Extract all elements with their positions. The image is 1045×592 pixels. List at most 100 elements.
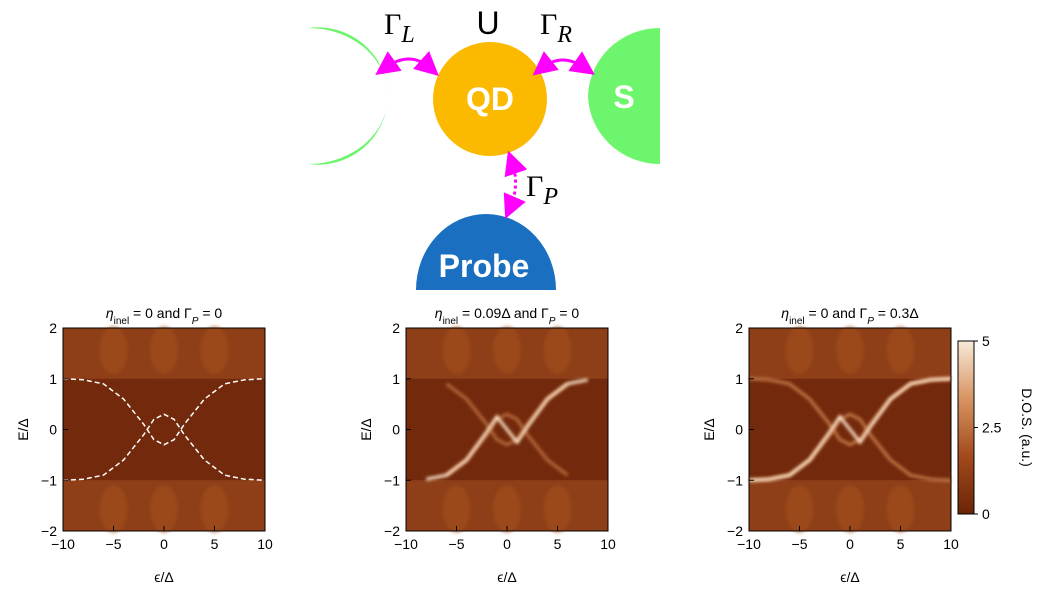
heatmap-texture xyxy=(886,485,915,533)
x-tick-label: −10 xyxy=(737,536,761,552)
subscript: R xyxy=(556,22,572,48)
y-tick-label: −1 xyxy=(384,472,400,488)
title-text: = 0 and Γ xyxy=(805,305,868,321)
heatmap-texture xyxy=(543,485,572,533)
lead-label: S xyxy=(329,79,350,115)
lead-label: S xyxy=(613,79,634,115)
x-tick-label: 10 xyxy=(943,536,959,552)
y-tick-label: 2 xyxy=(735,320,743,336)
colorbar xyxy=(957,340,975,515)
heatmap-texture xyxy=(150,485,178,533)
x-axis-label: ϵ/Δ xyxy=(497,569,516,585)
title-subscript: P xyxy=(192,316,199,327)
probe-lead xyxy=(416,214,556,290)
x-axis-label: ϵ/Δ xyxy=(154,569,173,585)
coupling-arrow xyxy=(375,51,439,77)
x-tick-label: −10 xyxy=(394,536,418,552)
title-subscript: inel xyxy=(789,316,805,327)
title-text: = 0 xyxy=(555,305,579,321)
x-tick-label: −5 xyxy=(106,536,122,552)
y-tick-label: −2 xyxy=(41,523,57,539)
colorbar-tick-label: 2.5 xyxy=(982,420,1002,436)
y-tick-label: 0 xyxy=(392,422,400,438)
heatmap-texture xyxy=(442,326,471,374)
symbol: Γ xyxy=(526,170,543,203)
symbol: Γ xyxy=(540,8,557,41)
x-tick-label: 5 xyxy=(211,536,219,552)
x-axis-label: ϵ/Δ xyxy=(840,569,859,585)
heatmap-texture xyxy=(442,485,471,533)
level-curve xyxy=(62,378,266,446)
symbol: Γ xyxy=(384,8,401,41)
y-axis-label: E/Δ xyxy=(358,418,374,441)
colorbar-tick-label: 0 xyxy=(982,506,990,522)
title-text: η xyxy=(781,305,789,321)
heatmap-texture xyxy=(836,326,864,374)
y-tick-label: 1 xyxy=(392,371,400,387)
title-subscript: P xyxy=(549,316,556,327)
heatmap-texture xyxy=(200,485,229,533)
probe-label: Probe xyxy=(439,248,530,284)
title-subscript: P xyxy=(867,316,874,327)
level-curve xyxy=(62,413,266,481)
x-tick-label: −5 xyxy=(792,536,808,552)
x-tick-label: 5 xyxy=(897,536,905,552)
coupling-arrow xyxy=(503,150,528,220)
heatmap-texture xyxy=(886,326,915,374)
x-tick-label: −10 xyxy=(51,536,75,552)
level-curve xyxy=(748,377,952,482)
heatmap-texture xyxy=(543,326,572,374)
heatmap-texture xyxy=(785,485,814,533)
title-subscript: inel xyxy=(443,316,459,327)
y-axis-label: E/Δ xyxy=(15,418,31,441)
x-tick-label: 5 xyxy=(554,536,562,552)
heatmap-texture xyxy=(785,326,814,374)
heatmap-texture xyxy=(836,485,864,533)
subscript: P xyxy=(542,184,558,210)
y-tick-label: 0 xyxy=(735,422,743,438)
subscript: L xyxy=(400,22,414,48)
y-tick-label: 2 xyxy=(392,320,400,336)
plot-title: ηinel = 0 and ΓP = 0.3Δ xyxy=(781,305,918,327)
x-tick-label: 10 xyxy=(600,536,616,552)
coupling-label: ΓP xyxy=(526,170,558,210)
y-tick-label: 1 xyxy=(49,371,57,387)
dot-label: QD xyxy=(466,81,514,117)
x-tick-label: −5 xyxy=(449,536,465,552)
right-lead xyxy=(588,27,660,164)
coupling-arrow xyxy=(532,51,595,76)
title-subscript: inel xyxy=(114,316,130,327)
heatmap-texture xyxy=(493,326,521,374)
title-text: = 0 and Γ xyxy=(129,305,192,321)
heatmap-texture xyxy=(99,326,128,374)
x-tick-label: 10 xyxy=(257,536,273,552)
colorbar-tick-label: 5 xyxy=(982,333,990,349)
plot-title: ηinel = 0.09Δ and ΓP = 0 xyxy=(435,305,580,327)
heatmap-texture xyxy=(99,485,128,533)
y-tick-label: −2 xyxy=(727,523,743,539)
title-text: = 0 xyxy=(198,305,222,321)
heatmap-texture xyxy=(150,326,178,374)
title-text: = 0.3Δ xyxy=(874,305,919,321)
x-tick-label: 0 xyxy=(160,536,168,552)
y-tick-label: −1 xyxy=(727,472,743,488)
title-text: η xyxy=(106,305,114,321)
heatmap-texture xyxy=(493,485,521,533)
coupling-label: ΓL xyxy=(384,8,415,48)
x-tick-label: 0 xyxy=(846,536,854,552)
x-tick-label: 0 xyxy=(503,536,511,552)
y-tick-label: 0 xyxy=(49,422,57,438)
quantum-dot xyxy=(433,42,547,156)
y-tick-label: 1 xyxy=(735,371,743,387)
heatmap-texture xyxy=(200,326,229,374)
title-text: η xyxy=(435,305,443,321)
coupling-label: ΓR xyxy=(540,8,572,48)
y-tick-label: −2 xyxy=(384,523,400,539)
y-tick-label: −1 xyxy=(41,472,57,488)
y-axis-label: E/Δ xyxy=(701,418,717,441)
y-tick-label: 2 xyxy=(49,320,57,336)
title-text: = 0.09Δ and Γ xyxy=(458,305,549,321)
level-curve xyxy=(425,378,589,481)
interaction-label: U xyxy=(476,5,499,41)
